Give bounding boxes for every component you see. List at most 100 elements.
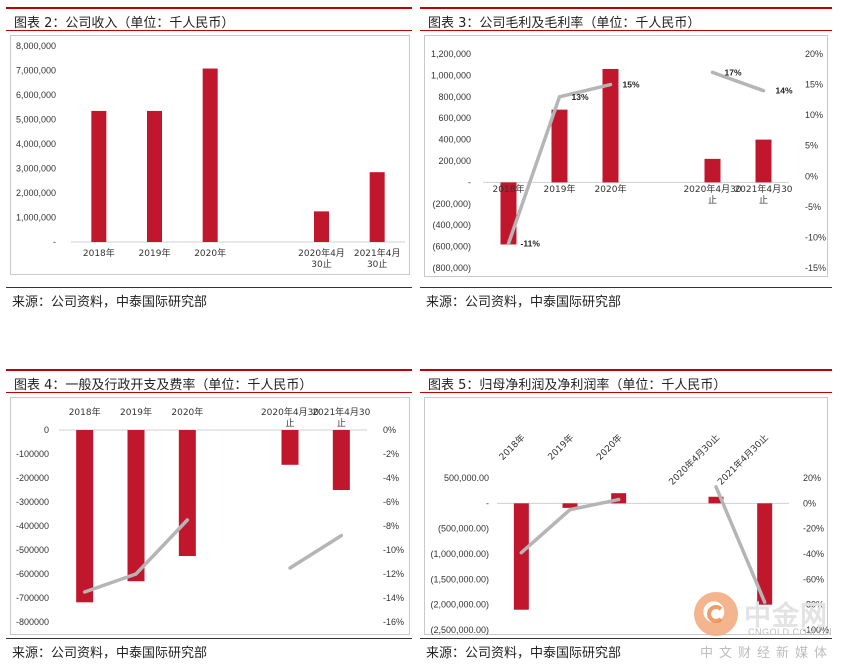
watermark-logo-icon [694,592,738,636]
x-tick-label: 2021年4月 [354,247,401,259]
x-tick-label: 2021年4月30 [734,183,792,195]
y2-tick-label: -4% [383,473,399,483]
y-tick-label: 6,000,000 [16,90,56,100]
y2-tick-label: -14% [383,593,404,603]
ratio-data-label: 13% [572,92,589,102]
y-tick-label: 1,000,000 [16,213,56,223]
x-tick-label: 2018年 [69,406,101,418]
bar [757,503,773,605]
bar [91,110,107,242]
panel-gross-profit: 图表 3：公司毛利及毛利率（单位：千人民币） (800,000) (600,000… [420,7,832,312]
panel-net-profit: 图表 5：归母净利润及净利润率（单位：千人民币） (2,500,000.00)(… [420,369,832,665]
y-tick-label: (800,000) [432,263,471,273]
y-tick-label: -400000 [16,521,49,531]
y-tick-label: - [53,237,56,247]
y-tick-label: 4,000,000 [16,139,56,149]
y-tick-label: (2,500,000.00) [430,625,489,635]
x-tick-label: 2019年 [545,432,576,463]
y-tick-label: (200,000) [432,199,471,209]
source-rule [420,638,832,639]
y-tick-label: -100000 [16,449,49,459]
y-tick-label: -200000 [16,473,49,483]
y-tick-label: 0 [44,425,49,435]
watermark-subtitle: 中文财经新媒体 [700,646,834,661]
panel-revenue: 图表 2：公司收入（单位：千人民币） - 1,000,000 2,000,000 3,… [6,7,412,312]
y-tick-label: 800,000 [438,92,471,102]
ratio-data-label: 14% [776,86,793,96]
bar [281,430,299,465]
y2-tick-label: -10% [383,545,404,555]
y-tick-label: 200,000 [438,156,471,166]
y2-tick-label: -20% [803,524,824,534]
watermark-url: CNGOLD.COM.CN [748,627,833,637]
x-tick-label: 止 [759,194,768,206]
x-tick-label: 2020年4月 [298,247,345,259]
x-tick-label: 2018年 [493,183,525,195]
source-note: 来源：公司资料，中泰国际研究部 [12,646,208,661]
x-tick-label: 2020年4月30 [261,406,319,418]
bar [551,109,568,183]
x-tick-label: 2020年 [595,183,627,195]
y-tick-label: (400,000) [432,220,471,230]
source-rule [6,287,412,288]
ratio-line [82,518,190,594]
y-tick-label: (2,000,000.00) [430,600,489,610]
bar [369,172,385,242]
x-tick-label: 30止 [311,258,331,270]
panel-title-bar: 图表 5：归母净利润及净利润率（单位：千人民币） [420,369,832,393]
x-tick-label: 止 [285,417,294,429]
y2-tick-label: -16% [383,617,404,627]
y2-tick-label: -2% [383,449,399,459]
y-tick-label: 1,200,000 [431,49,471,59]
y2-tick-label: 15% [805,80,823,90]
x-tick-label: 2020年4月30止 [666,432,722,488]
y2-tick-label: -10% [805,232,826,242]
x-tick-label: 2019年 [139,247,171,259]
watermark-title: 中金网 [744,601,828,632]
panel-title: 图表 2：公司收入（单位：千人民币） [14,16,235,31]
y-tick-label: 7,000,000 [16,66,56,76]
y2-tick-label: 0% [805,171,818,181]
net-profit-chart-svg: (2,500,000.00) (2,000,000.00) (1,500,000.0… [430,432,829,635]
bar [332,430,350,490]
x-tick-label: 2018年 [83,247,115,259]
bar [708,496,724,504]
y-tick-label: (500,000.00) [438,524,489,534]
y-tick-label: 400,000 [438,135,471,145]
ratio-line [714,485,767,604]
x-tick-label: 2019年 [544,183,576,195]
y-tick-label: -700000 [16,593,49,603]
y-tick-label: 1,000,000 [431,70,471,80]
bar [513,503,529,610]
bar [127,430,145,582]
y-tick-label: (600,000) [432,242,471,252]
x-tick-label: 2020年 [194,247,226,259]
y2-tick-label: 0% [383,425,396,435]
y-tick-label: (1,500,000.00) [430,574,489,584]
ratio-data-label: 17% [725,67,742,77]
y2-tick-label: 10% [805,110,823,120]
y2-tick-label: -40% [803,549,824,559]
y-tick-label: -300000 [16,497,49,507]
y-tick-label: -800000 [16,617,49,627]
gross-profit-chart: (800,000) (600,000) (400,000) (200,000) - 200… [424,35,828,277]
ratio-line [288,533,344,570]
y2-tick-label: -8% [383,521,399,531]
bar [314,211,329,242]
y-tick-label: 600,000 [438,113,471,123]
y2-tick-label: 20% [805,49,823,59]
bar [755,139,772,183]
panel-title: 图表 3：公司毛利及毛利率（单位：千人民币） [428,16,701,31]
bar [147,110,162,242]
source-note: 来源：公司资料，中泰国际研究部 [12,295,208,310]
y-tick-label: 3,000,000 [16,164,56,174]
ratio-line [519,497,621,555]
source-rule [6,638,412,639]
x-tick-label: 2021年4月30止 [715,432,771,488]
y-tick-label: - [468,177,471,187]
admin-expense-chart: -800000 -700000 -600000 -500000 -400000 -3000… [10,397,410,635]
panel-title-bar: 图表 3：公司毛利及毛利率（单位：千人民币） [420,7,832,31]
ratio-line [710,70,766,93]
y2-tick-label: -80% [803,600,824,610]
y2-tick-label: -6% [383,497,399,507]
